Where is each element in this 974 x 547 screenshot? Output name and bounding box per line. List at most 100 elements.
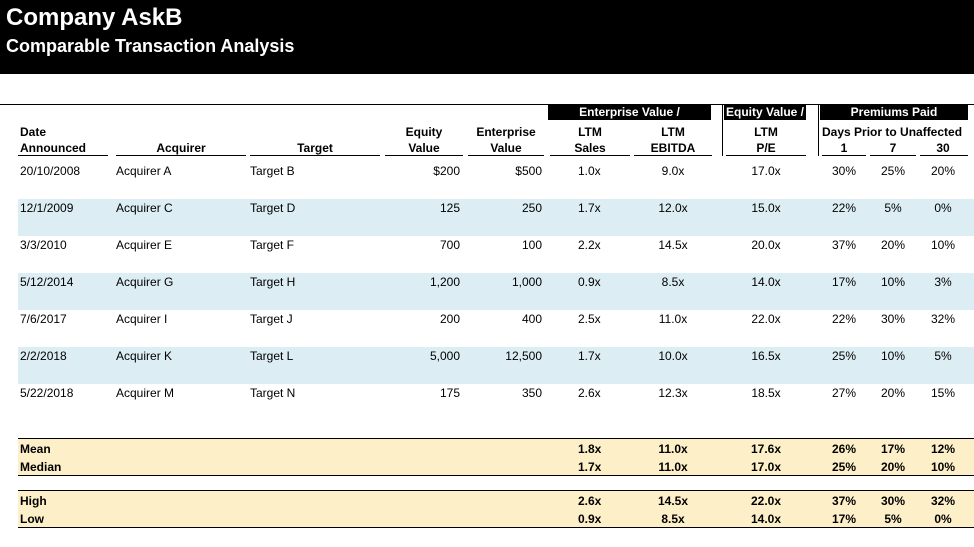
cell-target: Target L: [250, 349, 294, 363]
header-underline: [726, 155, 806, 156]
col-date-line2: Announced: [20, 141, 86, 155]
cell-acquirer: Acquirer A: [116, 164, 172, 178]
cell-date: 20/10/2008: [20, 164, 81, 178]
cell-pe: 16.5x: [751, 349, 781, 363]
header-underline: [822, 155, 866, 156]
summary-ebitda: 14.5x: [657, 494, 689, 508]
cell-p7: 10%: [880, 349, 906, 363]
cell-date: 5/12/2014: [20, 275, 74, 289]
col-ltm-pe-line1: LTM: [754, 125, 778, 139]
row-band: [18, 199, 974, 236]
divider: [722, 105, 723, 156]
summary-sales: 2.6x: [578, 494, 602, 508]
cell-p30: 10%: [930, 238, 956, 252]
summary-rule: [18, 475, 974, 476]
header-underline: [634, 155, 712, 156]
summary-sales: 0.9x: [578, 512, 602, 526]
summary-high-low: [18, 490, 974, 528]
col-day-30: 30: [936, 141, 950, 155]
summary-pe: 14.0x: [750, 512, 782, 526]
cell-p30: 0%: [934, 201, 952, 215]
cell-p30: 5%: [934, 349, 952, 363]
summary-ebitda: 8.5x: [661, 512, 685, 526]
cell-ev: 1,000: [511, 275, 542, 289]
summary-p30: 32%: [930, 494, 956, 508]
cell-ev: $500: [515, 164, 542, 178]
cell-p7: 5%: [884, 201, 902, 215]
col-ltm-sales-line1: LTM: [578, 125, 602, 139]
header-underline: [116, 155, 246, 156]
cell-p7: 20%: [880, 386, 906, 400]
col-ev-line1: Enterprise: [476, 125, 536, 139]
summary-p7: 5%: [884, 512, 902, 526]
col-ev-line2: Value: [490, 141, 522, 155]
header-underline: [920, 155, 968, 156]
cell-pe: 22.0x: [751, 312, 781, 326]
cell-date: 12/1/2009: [20, 201, 74, 215]
cell-acquirer: Acquirer I: [116, 312, 168, 326]
cell-ebitda: 14.5x: [658, 238, 688, 252]
cell-p1: 30%: [831, 164, 857, 178]
row-band: [18, 347, 974, 384]
cell-acquirer: Acquirer M: [116, 386, 175, 400]
summary-sales: 1.7x: [578, 460, 602, 474]
cell-p7: 30%: [880, 312, 906, 326]
cell-p30: 3%: [934, 275, 952, 289]
cell-sales: 0.9x: [578, 275, 601, 289]
col-day-7: 7: [889, 141, 897, 155]
cell-ebitda: 12.3x: [658, 386, 688, 400]
cell-sales: 2.6x: [578, 386, 601, 400]
cell-sales: 1.7x: [578, 349, 601, 363]
cell-ebitda: 10.0x: [658, 349, 688, 363]
group-header-premiums-paid: Premiums Paid: [820, 105, 968, 120]
cell-date: 2/2/2018: [20, 349, 67, 363]
title-banner: Company AskB Comparable Transaction Anal…: [0, 0, 974, 74]
summary-ebitda: 11.0x: [658, 460, 688, 474]
cell-p1: 25%: [831, 349, 857, 363]
col-ltm-ebitda-line1: LTM: [661, 125, 685, 139]
summary-p1: 26%: [831, 442, 857, 456]
cell-acquirer: Acquirer C: [116, 201, 173, 215]
summary-p7: 17%: [880, 442, 906, 456]
col-ltm-sales-line2: Sales: [574, 141, 606, 155]
cell-target: Target J: [250, 312, 293, 326]
header-underline: [385, 155, 463, 156]
cell-ev: 250: [521, 201, 542, 215]
summary-label: Median: [20, 460, 62, 474]
col-equity-line2: Value: [408, 141, 440, 155]
header-underline: [468, 155, 544, 156]
summary-rule: [18, 527, 974, 528]
cell-p30: 32%: [930, 312, 956, 326]
cell-p30: 15%: [930, 386, 956, 400]
cell-pe: 17.0x: [751, 164, 781, 178]
cell-p1: 22%: [831, 312, 857, 326]
summary-pe: 17.6x: [750, 442, 782, 456]
group-header-enterprise-value: Enterprise Value /: [548, 105, 711, 120]
summary-ebitda: 11.0x: [658, 442, 688, 456]
summary-p1: 17%: [831, 512, 857, 526]
cell-p1: 22%: [831, 201, 857, 215]
cell-p1: 17%: [831, 275, 857, 289]
page-subtitle: Comparable Transaction Analysis: [6, 36, 295, 56]
cell-ev: 100: [521, 238, 542, 252]
col-day-1: 1: [840, 141, 848, 155]
cell-target: Target D: [250, 201, 296, 215]
cell-p7: 10%: [880, 275, 906, 289]
cell-ebitda: 11.0x: [658, 312, 688, 326]
cell-target: Target B: [250, 164, 295, 178]
cell-ebitda: 9.0x: [661, 164, 685, 178]
header-underline: [18, 155, 108, 156]
cell-pe: 18.5x: [751, 386, 781, 400]
cell-equity: 125: [439, 201, 460, 215]
cell-equity: 1,200: [429, 275, 460, 289]
summary-p1: 25%: [831, 460, 857, 474]
cell-p30: 20%: [930, 164, 956, 178]
summary-pe: 22.0x: [750, 494, 782, 508]
cell-date: 3/3/2010: [20, 238, 67, 252]
col-target: Target: [297, 141, 333, 155]
col-acquirer: Acquirer: [156, 141, 206, 155]
cell-ebitda: 12.0x: [658, 201, 688, 215]
col-date-line1: Date: [20, 125, 47, 139]
header-underline: [550, 155, 630, 156]
cell-equity: 200: [439, 312, 460, 326]
